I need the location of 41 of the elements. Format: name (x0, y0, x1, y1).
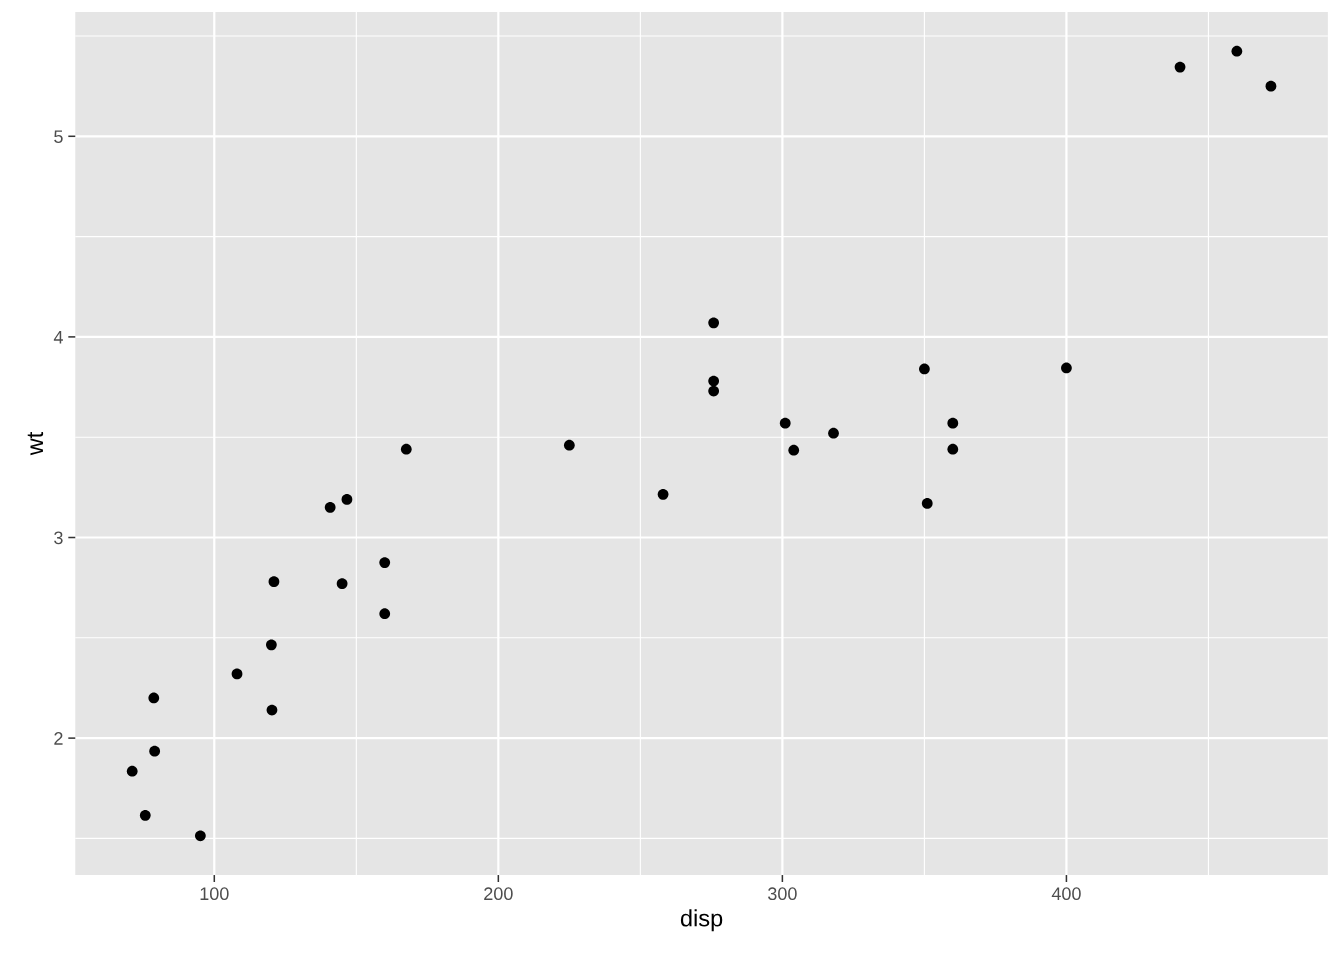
point (708, 375, 720, 387)
point (126, 765, 138, 777)
point (324, 502, 336, 513)
x-tick-label: 300 (768, 887, 797, 901)
y-axis-title: wt (27, 431, 44, 456)
point (341, 494, 353, 505)
point (336, 578, 348, 590)
point (266, 639, 277, 651)
point (708, 317, 720, 329)
y-tick-label: 3 (54, 531, 63, 545)
point (921, 498, 933, 509)
point (1061, 362, 1072, 374)
point (266, 704, 278, 716)
point (708, 385, 720, 397)
point (919, 363, 930, 375)
point (563, 439, 575, 451)
point (139, 809, 151, 821)
point (657, 489, 669, 500)
point (149, 745, 161, 757)
point (1231, 45, 1243, 57)
point (947, 417, 959, 429)
point (788, 444, 800, 456)
point (231, 668, 243, 680)
y-tick-label: 2 (54, 732, 63, 745)
x-axis-title: disp (680, 909, 723, 932)
x-tick-label: 100 (200, 887, 229, 901)
y-tick-label: 4 (53, 331, 63, 344)
point (400, 443, 412, 455)
point (779, 417, 791, 429)
point (379, 608, 391, 620)
point (194, 830, 206, 842)
point (947, 443, 959, 455)
point (828, 427, 839, 439)
y-tick-label: 5 (54, 130, 63, 144)
x-tick-label: 200 (484, 887, 513, 901)
point (1174, 61, 1186, 73)
point (268, 576, 280, 588)
point (148, 692, 160, 704)
x-tick-label: 400 (1051, 887, 1081, 901)
point (1265, 80, 1277, 92)
point (379, 557, 391, 568)
